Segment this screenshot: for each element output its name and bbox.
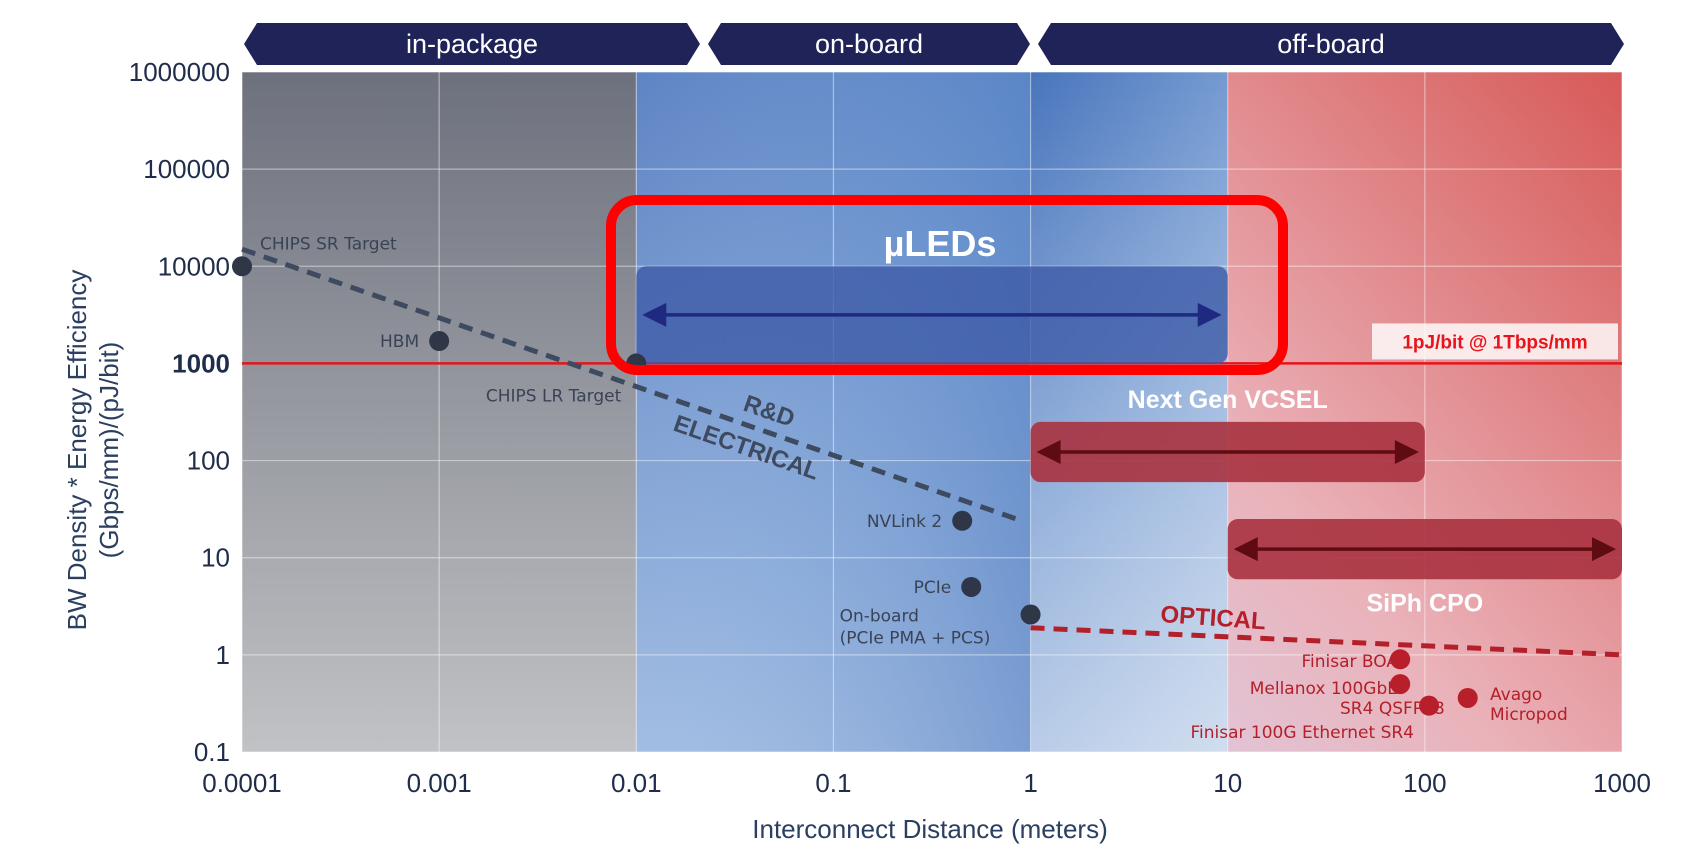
y-tick-label: 1000000 — [129, 57, 230, 87]
y-tick-label: 0.1 — [194, 737, 230, 767]
electrical-point-label: PCIe — [914, 578, 952, 598]
reference-label-bg — [1372, 323, 1618, 360]
gridlines — [241, 71, 1623, 753]
uleds-highlight-box — [606, 195, 1288, 375]
optical-point — [1419, 695, 1440, 716]
region-header-label: on-board — [815, 29, 923, 59]
optical-point-label-2: Micropod — [1490, 705, 1568, 725]
electrical-point-label-2: (PCIe PMA + PCS) — [840, 629, 991, 649]
x-tick-label: 0.01 — [611, 768, 662, 798]
electrical-point-label: CHIPS SR Target — [260, 234, 397, 254]
band-title-uleds: µLEDs — [884, 223, 997, 264]
optical-point-label: Finisar BOA — [1301, 652, 1398, 672]
optical-point-label: Mellanox 100GbE — [1250, 679, 1398, 699]
y-tick-label: 10 — [201, 543, 230, 573]
x-tick-label: 0.001 — [407, 768, 472, 798]
y-tick-label: 100000 — [143, 154, 230, 184]
x-tick-label: 100 — [1403, 768, 1446, 798]
reference-label: 1pJ/bit @ 1Tbps/mm — [1402, 332, 1587, 353]
y-tick-label: 10000 — [158, 251, 230, 281]
x-axis-title: Interconnect Distance (meters) — [752, 814, 1107, 844]
x-tick-label: 1000 — [1593, 768, 1651, 798]
region-header-on-board — [708, 23, 1030, 65]
band-title-siph: SiPh CPO — [1367, 589, 1484, 617]
optical-point-label: Avago — [1490, 685, 1542, 705]
electrical-point-label: On-board — [840, 607, 919, 627]
region-header-label: in-package — [406, 29, 538, 59]
electrical-point — [961, 576, 982, 597]
bands: µLEDs Next Gen VCSEL SiPh CPO — [636, 223, 1622, 617]
electrical-point — [429, 331, 450, 352]
band-arrow-head-left — [642, 302, 667, 327]
band-arrow-head-left — [1036, 440, 1061, 465]
y-tick-label: 1 — [216, 640, 230, 670]
x-tick-label: 0.0001 — [202, 768, 282, 798]
optical-point — [1457, 687, 1478, 708]
region-bg-in-package — [242, 72, 637, 752]
electrical-point-label: CHIPS LR Target — [486, 386, 622, 406]
band-arrow-head-right — [1394, 440, 1419, 465]
region-backgrounds — [242, 72, 1622, 752]
band-arrow-head-right — [1592, 537, 1616, 562]
region-header-in-package — [244, 23, 700, 65]
y-axis-title-line1: BW Density * Energy Efficiency — [62, 270, 92, 631]
y-axis-title-line2: (Gbps/mm)/(pJ/bit) — [94, 342, 124, 559]
region-headers: in-package on-board off-board — [244, 23, 1624, 65]
electrical-point-label: HBM — [380, 332, 419, 352]
electrical-point — [1020, 604, 1041, 625]
band-arrow-head-right — [1197, 302, 1222, 327]
region-header-off-board — [1038, 23, 1624, 65]
highlight-box — [606, 195, 1288, 375]
x-tick-label: 0.1 — [815, 768, 851, 798]
region-bg-blue-extension-fade — [1030, 72, 1228, 752]
electrical-point-label: NVLink 2 — [867, 512, 942, 532]
optical-point-label: Finisar 100G Ethernet SR4 — [1190, 723, 1414, 743]
x-tick-label: 1 — [1023, 768, 1037, 798]
y-tick-label: 100 — [187, 446, 230, 476]
x-tick-label: 10 — [1213, 768, 1242, 798]
band-arrow-head-left — [1233, 537, 1258, 562]
region-header-label: off-board — [1277, 29, 1385, 59]
optical-point — [1390, 674, 1411, 695]
optical-point-label-2: SR4 QSFP28 — [1340, 699, 1445, 719]
electrical-point — [232, 256, 252, 277]
optical-point — [1390, 649, 1411, 670]
band-title-vcsel: Next Gen VCSEL — [1128, 386, 1328, 414]
optical-trend-line — [1030, 625, 1623, 658]
electrical-point — [952, 510, 973, 531]
axes: 0.0001 0.001 0.01 0.1 1 10 100 1000100000010000… — [129, 57, 1651, 798]
y-tick-label: 1000 — [172, 348, 230, 378]
